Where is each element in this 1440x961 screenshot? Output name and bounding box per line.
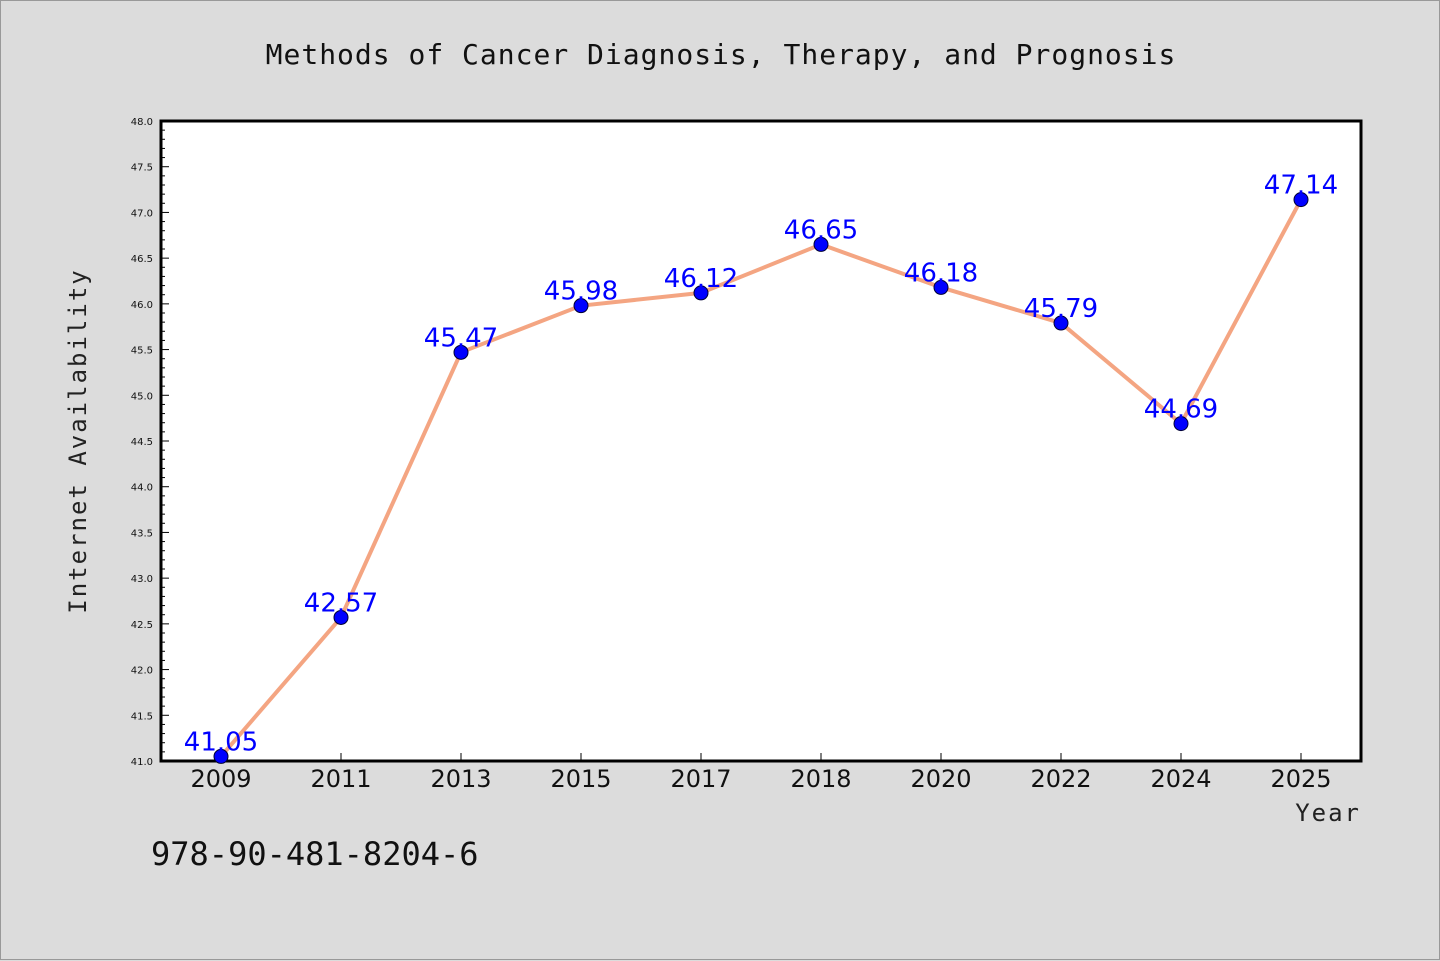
x-tick-label: 2018 bbox=[790, 765, 851, 793]
y-tick-label: 42.5 bbox=[131, 620, 153, 631]
data-label: 46.12 bbox=[664, 264, 738, 294]
x-tick-label: 2017 bbox=[670, 765, 731, 793]
x-tick-label: 2015 bbox=[550, 765, 611, 793]
y-axis-title: Internet Availability bbox=[64, 268, 92, 613]
y-tick-label: 43.0 bbox=[131, 574, 153, 585]
y-tick-label: 44.5 bbox=[131, 437, 153, 448]
x-axis: 2009 2011 2013 2015 2017 2018 2020 2022 2024 2025 bbox=[190, 753, 1332, 793]
x-tick-label: 2011 bbox=[310, 765, 371, 793]
series-line bbox=[219, 198, 1303, 758]
data-label: 45.79 bbox=[1024, 294, 1098, 324]
y-tick-label: 45.0 bbox=[131, 391, 153, 402]
data-point bbox=[693, 285, 709, 301]
data-label: 42.57 bbox=[304, 588, 378, 618]
data-label: 45.98 bbox=[544, 277, 618, 307]
y-tick-label: 48.0 bbox=[131, 117, 153, 128]
data-point bbox=[573, 298, 589, 314]
data-point bbox=[1173, 416, 1189, 432]
y-tick-label: 41.5 bbox=[131, 711, 153, 722]
data-point bbox=[813, 236, 829, 252]
x-tick-label: 2025 bbox=[1270, 765, 1331, 793]
y-tick-label: 44.0 bbox=[131, 483, 153, 494]
x-tick-label: 2009 bbox=[190, 765, 251, 793]
data-label: 44.69 bbox=[1144, 395, 1218, 425]
y-tick-label: 43.5 bbox=[131, 528, 153, 539]
data-point bbox=[933, 279, 949, 295]
data-label: 47.14 bbox=[1264, 171, 1338, 201]
plot-area bbox=[159, 119, 1363, 763]
y-tick-label: 46.0 bbox=[131, 300, 153, 311]
data-label: 46.65 bbox=[784, 215, 858, 245]
y-tick-label: 41.0 bbox=[131, 757, 153, 768]
series-group: 41.05 42.57 45.47 45.98 46.12 46.65 46.18 45.79… bbox=[184, 171, 1338, 764]
y-axis: 41.0 41.5 42.0 42.5 43.0 43.5 44.0 44.5 45.0 45.5… bbox=[131, 117, 169, 768]
data-point bbox=[453, 344, 469, 360]
x-axis-title: Year bbox=[1295, 799, 1361, 827]
y-tick-label: 45.5 bbox=[131, 346, 153, 357]
y-tick-label: 46.5 bbox=[131, 254, 153, 265]
x-tick-label: 2024 bbox=[1150, 765, 1211, 793]
data-label: 46.18 bbox=[904, 258, 978, 288]
x-tick-label: 2020 bbox=[910, 765, 971, 793]
data-label: 41.05 bbox=[184, 727, 258, 757]
chart-title: Methods of Cancer Diagnosis, Therapy, an… bbox=[266, 38, 1177, 71]
y-tick-label: 47.5 bbox=[131, 163, 153, 174]
data-point bbox=[1053, 315, 1069, 331]
y-tick-label: 42.0 bbox=[131, 666, 153, 677]
isbn-text: 978-90-481-8204-6 bbox=[151, 835, 479, 873]
y-tick-label: 47.0 bbox=[131, 208, 153, 219]
x-tick-label: 2022 bbox=[1030, 765, 1091, 793]
x-tick-label: 2013 bbox=[430, 765, 491, 793]
data-point bbox=[213, 748, 229, 764]
data-label: 45.47 bbox=[424, 323, 498, 353]
data-point bbox=[1293, 192, 1309, 208]
data-point bbox=[333, 609, 349, 625]
